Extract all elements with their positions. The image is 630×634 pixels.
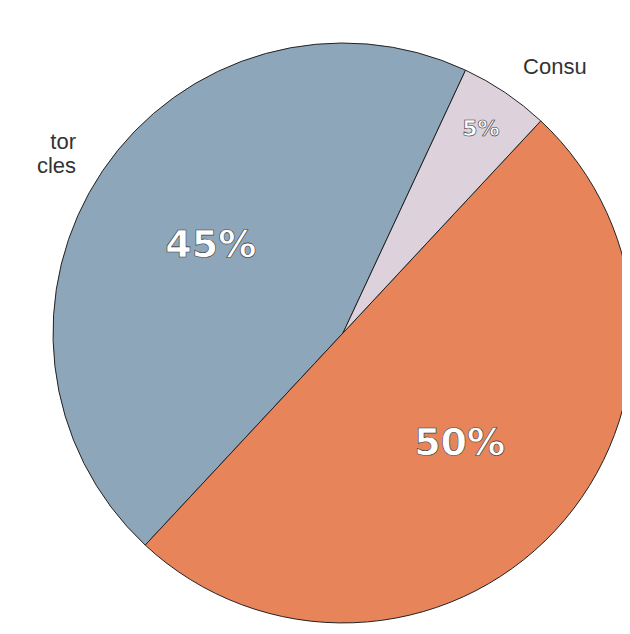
- svg-text:45%: 45%: [165, 222, 256, 266]
- svg-text:torcles: torcles: [37, 128, 76, 177]
- svg-text:50%: 50%: [414, 420, 505, 464]
- svg-text:Consu: Consu: [523, 54, 587, 79]
- svg-text:5%: 5%: [462, 116, 499, 141]
